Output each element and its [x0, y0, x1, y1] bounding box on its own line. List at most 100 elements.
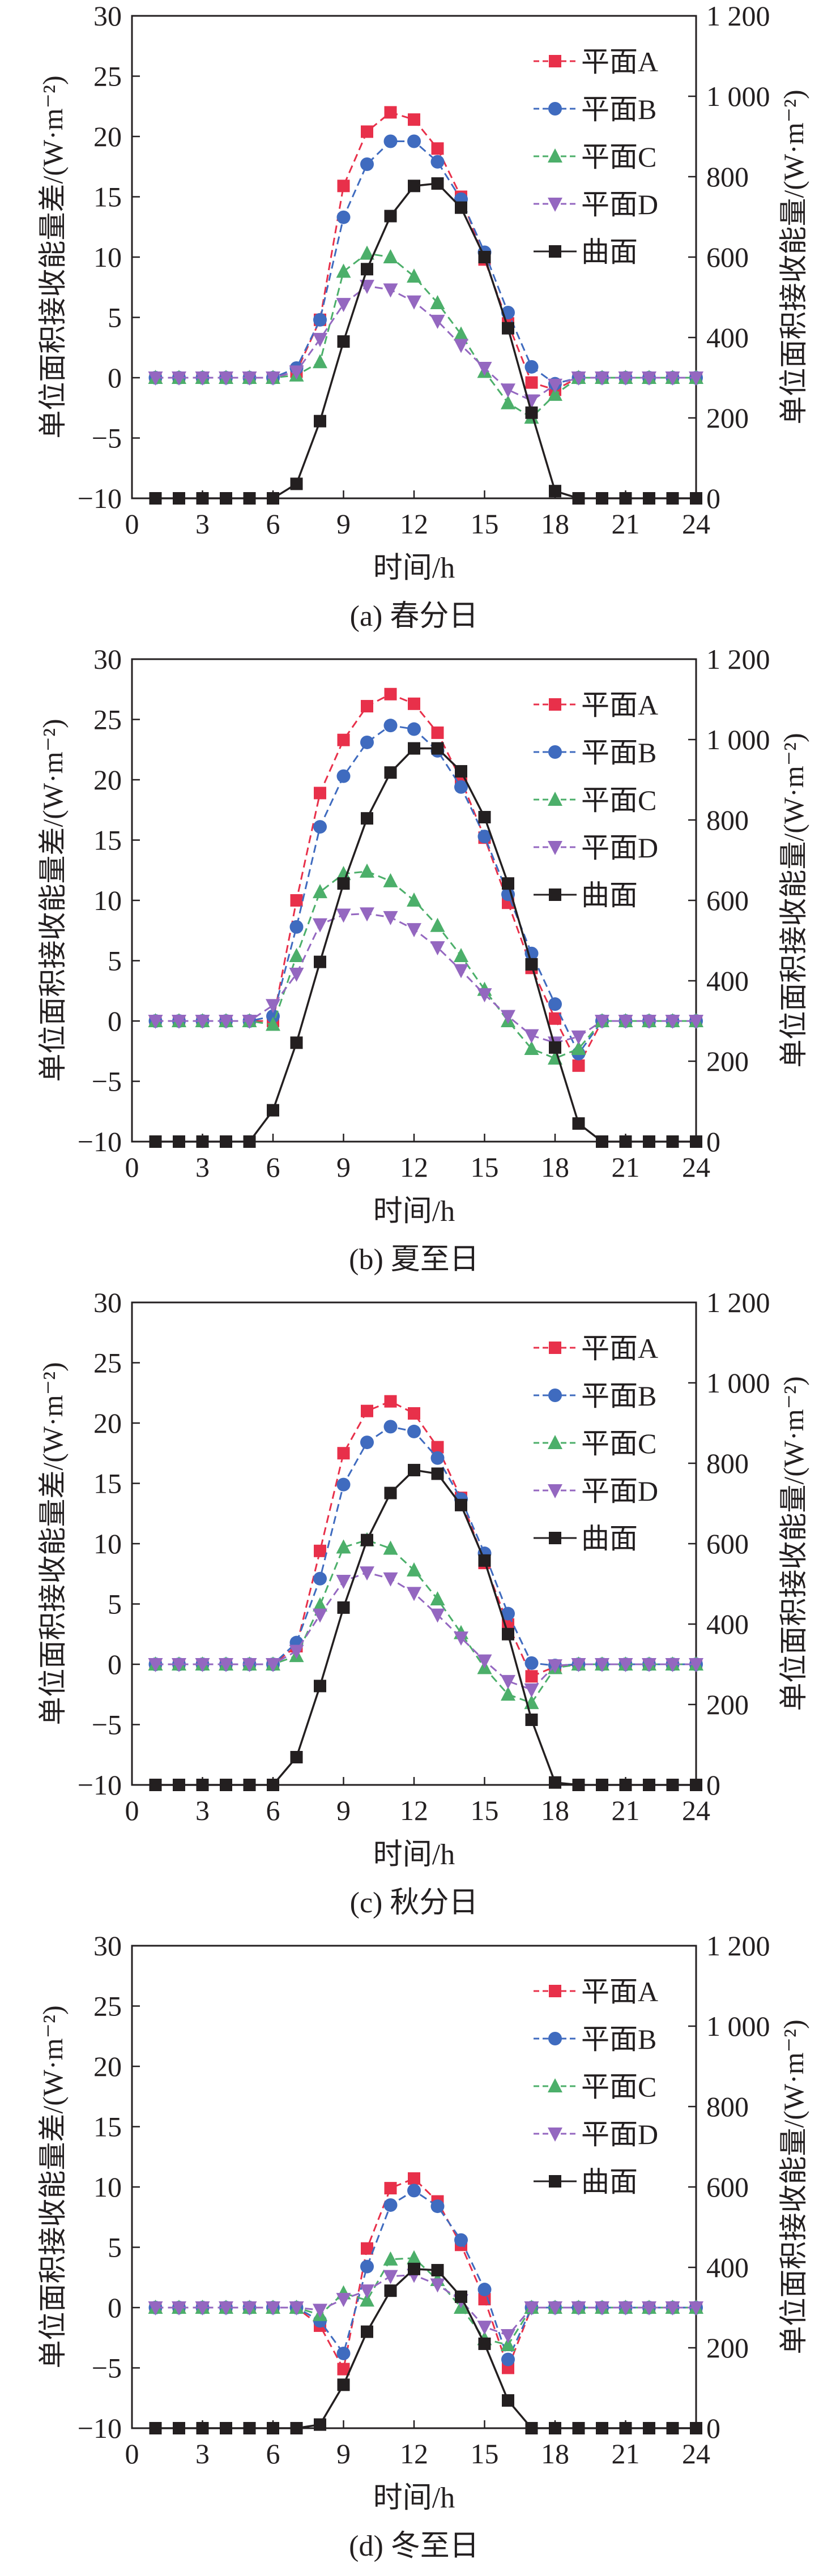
data-point — [407, 2250, 421, 2265]
x-tick-label: 0 — [125, 1795, 139, 1826]
x-tick-label: 9 — [336, 2438, 351, 2470]
data-point — [571, 1040, 586, 1055]
data-point — [524, 2301, 539, 2316]
data-point — [289, 947, 304, 962]
series-4 — [148, 1566, 703, 1698]
data-point — [361, 2325, 373, 2338]
x-tick-label: 21 — [612, 1795, 640, 1826]
data-point — [313, 1571, 327, 1586]
y-tick-label: 10 — [93, 241, 122, 273]
y2-tick-label: 1 200 — [706, 1287, 770, 1318]
data-point — [383, 249, 398, 263]
data-point — [407, 1587, 421, 1601]
x-tick-label: 24 — [682, 508, 710, 540]
x-axis-label: 时间/h — [373, 552, 455, 584]
data-point — [313, 884, 327, 899]
x-tick-label: 3 — [195, 1795, 210, 1826]
data-point — [408, 2262, 420, 2275]
data-point — [336, 2346, 351, 2360]
data-point — [407, 295, 421, 310]
data-point — [383, 873, 398, 887]
legend-marker — [548, 198, 562, 212]
data-point — [689, 1658, 703, 1672]
data-point — [618, 1658, 633, 1672]
data-point — [431, 1467, 444, 1480]
data-point — [290, 894, 303, 907]
data-point — [478, 251, 491, 263]
data-point — [337, 335, 350, 348]
data-point — [619, 1135, 632, 1148]
legend-label: 平面C — [581, 2071, 656, 2103]
legend-label: 曲面 — [581, 1523, 638, 1554]
data-point — [431, 742, 444, 755]
data-point — [195, 1015, 210, 1029]
data-point — [337, 1447, 350, 1460]
data-point — [477, 1654, 492, 1669]
data-point — [360, 2292, 374, 2307]
data-point — [408, 742, 420, 755]
x-tick-label: 15 — [471, 1795, 499, 1826]
data-point — [149, 1779, 162, 1791]
legend-label: 平面B — [581, 2023, 656, 2055]
legend-marker — [549, 245, 561, 258]
data-point — [455, 201, 467, 214]
data-point — [173, 2422, 185, 2434]
data-point — [666, 2422, 679, 2434]
legend-marker — [548, 1435, 562, 1449]
series-line — [155, 182, 696, 499]
data-point — [360, 2259, 374, 2274]
data-point — [336, 908, 351, 923]
data-point — [619, 2422, 632, 2434]
data-point — [243, 1779, 256, 1791]
series-line — [155, 2274, 696, 2336]
data-point — [313, 2304, 327, 2318]
legend-marker — [548, 841, 562, 855]
data-point — [430, 917, 445, 932]
legend-label: 曲面 — [581, 879, 638, 911]
legend-marker — [548, 792, 562, 806]
data-point — [642, 2301, 656, 2316]
data-point — [549, 1041, 561, 1054]
data-point — [313, 1597, 327, 1612]
data-point — [666, 1779, 679, 1791]
data-point — [454, 2233, 468, 2247]
y-tick-label: −5 — [92, 1066, 122, 1097]
data-point — [360, 157, 374, 171]
legend-marker — [548, 2078, 562, 2092]
x-tick-label: 21 — [612, 508, 640, 540]
series-line — [155, 1469, 696, 1786]
data-point — [383, 2198, 398, 2212]
data-point — [219, 371, 233, 386]
data-point — [337, 2363, 350, 2376]
legend-marker — [548, 148, 562, 163]
data-point — [337, 2378, 350, 2391]
chart-svg: 0 3 6 9 12 15 18 21 24 −10 −5 0 5 10 15 20 25 30 0 200 400 60… — [37, 1930, 809, 2562]
chart-caption: (a) 春分日 — [350, 600, 479, 633]
data-point — [384, 687, 397, 700]
data-point — [407, 923, 421, 938]
data-point — [478, 2337, 491, 2350]
y-axis-label: 单位面积接收能量差/(W·m⁻²) — [37, 1362, 69, 1725]
y-axis-label: 单位面积接收能量差/(W·m⁻²) — [37, 2005, 69, 2368]
data-point — [571, 1658, 586, 1672]
x-tick-label: 15 — [471, 1151, 499, 1183]
data-point — [313, 313, 327, 327]
y2-tick-label: 1 200 — [706, 0, 770, 32]
data-point — [525, 406, 538, 419]
y2-tick-label: 400 — [706, 1608, 749, 1640]
data-point — [430, 1451, 445, 1465]
x-axis-label: 时间/h — [373, 2482, 455, 2514]
data-point — [148, 1658, 163, 1672]
data-point — [524, 1656, 539, 1670]
data-point — [501, 1010, 515, 1024]
data-point — [665, 2301, 680, 2316]
x-tick-label: 24 — [682, 1795, 710, 1826]
data-point — [407, 722, 421, 736]
y2-tick-label: 0 — [706, 2412, 720, 2444]
data-point — [407, 134, 421, 148]
data-point — [408, 180, 420, 193]
y-tick-label: −10 — [78, 1769, 122, 1801]
data-point — [220, 1135, 232, 1148]
data-point — [196, 1135, 209, 1148]
data-point — [361, 812, 373, 825]
